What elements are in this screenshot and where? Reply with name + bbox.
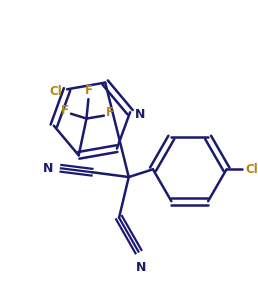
Text: Cl: Cl: [245, 163, 258, 176]
Text: F: F: [106, 106, 114, 119]
Text: N: N: [43, 162, 53, 175]
Text: Cl: Cl: [50, 85, 62, 98]
Text: N: N: [136, 261, 147, 274]
Text: N: N: [135, 108, 145, 121]
Text: F: F: [84, 84, 92, 97]
Text: F: F: [61, 104, 69, 117]
